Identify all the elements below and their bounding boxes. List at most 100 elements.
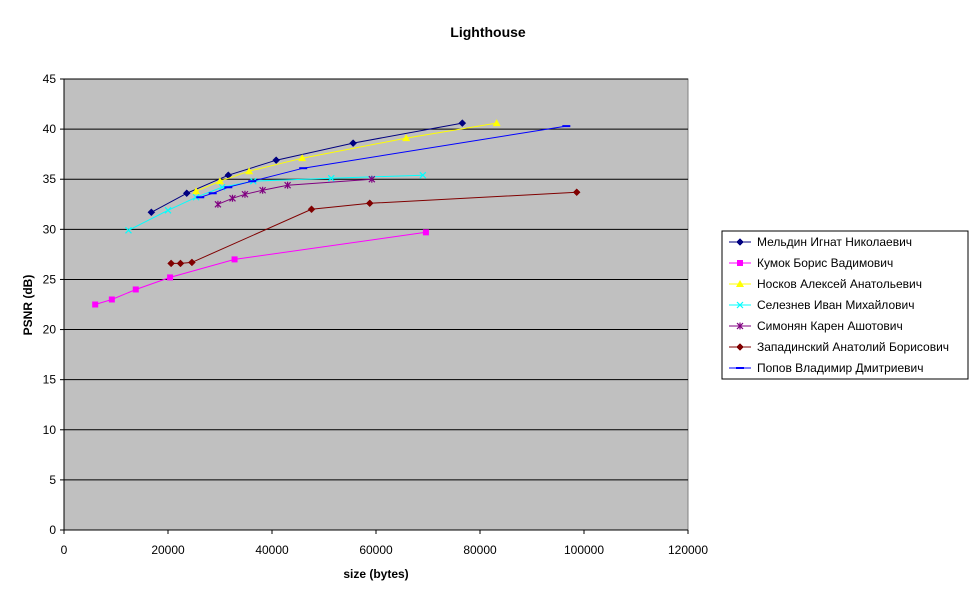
y-tick-label: 15 — [43, 373, 57, 387]
data-point — [188, 258, 196, 267]
series-3 — [192, 119, 501, 195]
data-point — [419, 171, 427, 179]
data-point — [214, 200, 222, 208]
data-point — [192, 193, 200, 201]
series-4 — [125, 171, 427, 234]
legend-items: Мельдин Игнат Николаевич Кумок Борис Вади… — [729, 235, 949, 375]
data-point — [422, 229, 429, 236]
data-point — [349, 139, 357, 147]
legend-item: Западинский Анатолий Борисович — [729, 340, 949, 354]
data-point — [245, 167, 254, 175]
data-point — [272, 156, 281, 165]
data-point — [216, 177, 224, 185]
legend-label: Носков Алексей Анатольевич — [757, 277, 922, 291]
legend-item: Мельдин Игнат Николаевич — [729, 235, 912, 249]
data-point-stroke — [419, 171, 427, 179]
data-point — [167, 259, 175, 268]
data-point — [231, 256, 238, 263]
y-tick-label: 10 — [43, 423, 57, 437]
legend-label: Кумок Борис Вадимович — [757, 256, 893, 270]
series-line — [217, 178, 372, 205]
y-axis-title: PSNR (dB) — [21, 275, 35, 336]
data-point-stroke — [218, 183, 226, 191]
data-point — [736, 301, 744, 309]
data-point — [192, 187, 201, 195]
y-tick-label: 25 — [43, 272, 57, 286]
x-tick-label: 60000 — [359, 543, 393, 557]
x-tick-label: 80000 — [463, 543, 497, 557]
series-5 — [214, 175, 376, 208]
data-point — [492, 119, 501, 127]
x-tick-label: 120000 — [668, 543, 708, 557]
x-tick-label: 40000 — [255, 543, 289, 557]
x-tick-label: 20000 — [151, 543, 185, 557]
data-point — [458, 119, 467, 127]
data-point-stroke — [736, 301, 744, 309]
data-point-stroke — [192, 193, 200, 201]
data-point — [736, 322, 744, 330]
data-point — [125, 226, 132, 234]
data-point — [164, 206, 172, 214]
legend-box — [721, 230, 969, 380]
data-point — [284, 181, 292, 189]
data-point — [259, 186, 267, 194]
series-6 — [167, 188, 581, 268]
legend-item: Попов Владимир Дмитриевич — [729, 361, 923, 375]
data-point — [176, 259, 185, 268]
legend: Мельдин Игнат Николаевич Кумок Борис Вади… — [721, 230, 969, 380]
y-tick-label: 40 — [43, 122, 57, 136]
legend-label: Мельдин Игнат Николаевич — [757, 235, 912, 249]
series-2 — [92, 229, 429, 308]
data-point — [327, 174, 335, 182]
chart-title: Lighthouse — [450, 24, 526, 40]
y-tick-label: 45 — [43, 72, 57, 86]
data-point — [241, 190, 249, 198]
x-tick-label: 0 — [61, 543, 68, 557]
y-tick-label: 0 — [49, 523, 56, 537]
data-point — [92, 301, 99, 308]
data-point — [365, 199, 374, 208]
series-line — [195, 122, 497, 192]
y-tick-label: 5 — [49, 473, 56, 487]
y-tick-label: 30 — [43, 222, 57, 236]
data-point — [572, 188, 581, 197]
legend-item: Носков Алексей Анатольевич — [729, 277, 922, 291]
legend-item: Симонян Карен Ашотович — [729, 319, 903, 333]
data-point — [248, 180, 257, 183]
data-point — [224, 186, 233, 189]
data-point — [736, 343, 744, 351]
data-point — [208, 192, 217, 195]
data-point — [368, 175, 376, 183]
data-point — [736, 280, 744, 287]
y-tick-label: 35 — [43, 172, 57, 186]
plot-area — [63, 78, 689, 531]
data-point — [182, 189, 191, 198]
x-axis-ticks: 0 20000 40000 60000 80000 100000 120000 — [61, 530, 708, 557]
data-point — [167, 274, 174, 281]
data-point — [562, 125, 571, 128]
y-tick-label: 20 — [43, 323, 57, 337]
data-point — [298, 154, 307, 162]
data-point — [229, 194, 236, 202]
series-line — [151, 122, 463, 213]
data-point-stroke — [125, 226, 132, 234]
data-point — [736, 238, 744, 246]
data-point — [299, 167, 308, 170]
y-axis-ticks: 0 5 10 15 20 25 30 35 40 45 — [43, 72, 64, 537]
data-point — [147, 208, 156, 217]
series-layer — [92, 119, 581, 308]
series-1 — [147, 119, 467, 217]
legend-item: Кумок Борис Вадимович — [729, 256, 893, 270]
data-point-stroke — [164, 206, 172, 214]
x-axis-title: size (bytes) — [343, 567, 408, 581]
data-point — [108, 296, 115, 303]
legend-label: Селезнев Иван Михайлович — [757, 298, 914, 312]
x-tick-label: 100000 — [564, 543, 604, 557]
data-point — [132, 286, 139, 293]
legend-item: Селезнев Иван Михайлович — [729, 298, 914, 312]
legend-label: Западинский Анатолий Борисович — [757, 340, 949, 354]
data-point — [196, 196, 205, 199]
data-point — [737, 260, 743, 266]
data-point — [402, 134, 411, 142]
